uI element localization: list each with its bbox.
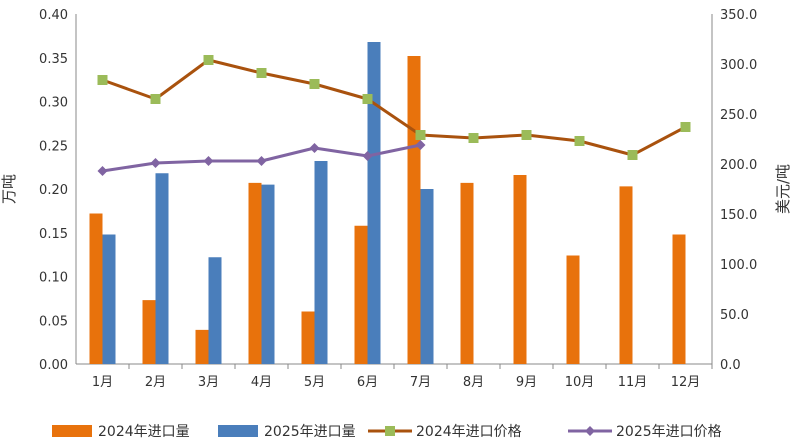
line-point <box>309 79 320 89</box>
legend: 2024年进口量 2025年进口量 2024年进口价格 2025年进口价格 <box>52 424 722 440</box>
left-axis-title: 万吨 <box>0 174 18 204</box>
line-point <box>203 156 214 166</box>
plot-frame <box>75 14 713 365</box>
line-point <box>468 133 479 143</box>
line-point <box>521 130 532 140</box>
line-point <box>309 143 320 153</box>
legend-label: 2025年进口量 <box>264 424 356 440</box>
left-tick-label: 0.05 <box>39 314 68 329</box>
bars <box>89 42 686 364</box>
line-point <box>97 75 108 85</box>
line-point <box>362 151 373 161</box>
left-axis-ticks: 0.00 0.05 0.10 0.15 0.20 0.25 0.30 0.35 0.40 <box>39 8 68 373</box>
bar <box>354 225 368 364</box>
bar <box>155 173 169 364</box>
bar <box>672 234 686 364</box>
bar <box>261 184 275 364</box>
right-tick-label: 200.0 <box>720 158 757 173</box>
x-tick-label: 6月 <box>357 375 378 390</box>
right-tick-label: 300.0 <box>720 58 757 73</box>
line-point <box>203 55 214 65</box>
left-tick-label: 0.10 <box>39 271 68 286</box>
legend-item: 2025年进口量 <box>218 424 356 440</box>
legend-label: 2024年进口价格 <box>416 424 522 440</box>
right-axis-ticks: 0.0 50.0 100.0 150.0 200.0 250.0 300.0 350.0 <box>720 8 757 373</box>
x-tick-label: 2月 <box>145 375 166 390</box>
x-tick-label: 10月 <box>565 375 595 390</box>
line-point <box>574 136 585 146</box>
legend-marker <box>385 426 395 436</box>
legend-item: 2024年进口价格 <box>368 424 522 440</box>
lines <box>97 55 691 176</box>
x-tick-label: 7月 <box>410 375 431 390</box>
line-point <box>256 156 267 166</box>
bar <box>301 311 315 364</box>
x-tick-label: 12月 <box>671 375 701 390</box>
left-tick-label: 0.20 <box>39 183 68 198</box>
bar <box>89 213 103 364</box>
x-tick-label: 8月 <box>463 375 484 390</box>
line-point <box>150 158 161 168</box>
right-axis-title: 美元/吨 <box>774 164 792 214</box>
left-tick-label: 0.30 <box>39 96 68 111</box>
x-tick-label: 4月 <box>251 375 272 390</box>
bar <box>407 56 421 364</box>
left-tick-label: 0.25 <box>39 139 68 154</box>
x-tick-label: 1月 <box>92 375 113 390</box>
right-tick-label: 250.0 <box>720 108 757 123</box>
left-tick-label: 0.15 <box>39 227 68 242</box>
legend-label: 2024年进口量 <box>98 424 190 440</box>
bar <box>420 189 434 364</box>
series-line <box>101 58 687 157</box>
right-tick-label: 50.0 <box>720 308 749 323</box>
bar <box>195 329 209 364</box>
x-tick-label: 5月 <box>304 375 325 390</box>
x-tick-label: 9月 <box>516 375 537 390</box>
bar <box>314 161 328 364</box>
line-point <box>680 122 691 132</box>
right-tick-label: 150.0 <box>720 208 757 223</box>
x-tick-label: 3月 <box>198 375 219 390</box>
bar <box>102 234 116 364</box>
line-point <box>415 130 426 140</box>
x-axis-ticks: 1月 2月 3月 4月 5月 6月 7月 8月 9月 10月 11月 12月 <box>92 364 713 390</box>
x-tick-label: 11月 <box>618 375 648 390</box>
bar <box>513 175 527 364</box>
legend-marker <box>585 426 595 436</box>
bar <box>566 255 580 364</box>
left-tick-label: 0.35 <box>39 52 68 67</box>
legend-item: 2024年进口量 <box>52 424 190 440</box>
legend-swatch <box>52 425 92 437</box>
bar <box>248 182 262 364</box>
bar <box>619 186 633 364</box>
line-point <box>97 166 108 176</box>
line-point <box>415 140 426 150</box>
legend-label: 2025年进口价格 <box>616 424 722 440</box>
right-tick-label: 350.0 <box>720 8 757 23</box>
legend-swatch <box>218 425 258 437</box>
bar <box>208 257 222 364</box>
line-point <box>362 94 373 104</box>
left-tick-label: 0.00 <box>39 358 68 373</box>
right-tick-label: 100.0 <box>720 258 757 273</box>
bar <box>367 42 381 364</box>
line-point <box>150 94 161 104</box>
bar <box>142 300 156 364</box>
line-point <box>256 68 267 78</box>
left-tick-label: 0.40 <box>39 8 68 23</box>
right-tick-label: 0.0 <box>720 358 741 373</box>
bar <box>460 182 474 364</box>
legend-item: 2025年进口价格 <box>568 424 722 440</box>
line-point <box>627 150 638 160</box>
